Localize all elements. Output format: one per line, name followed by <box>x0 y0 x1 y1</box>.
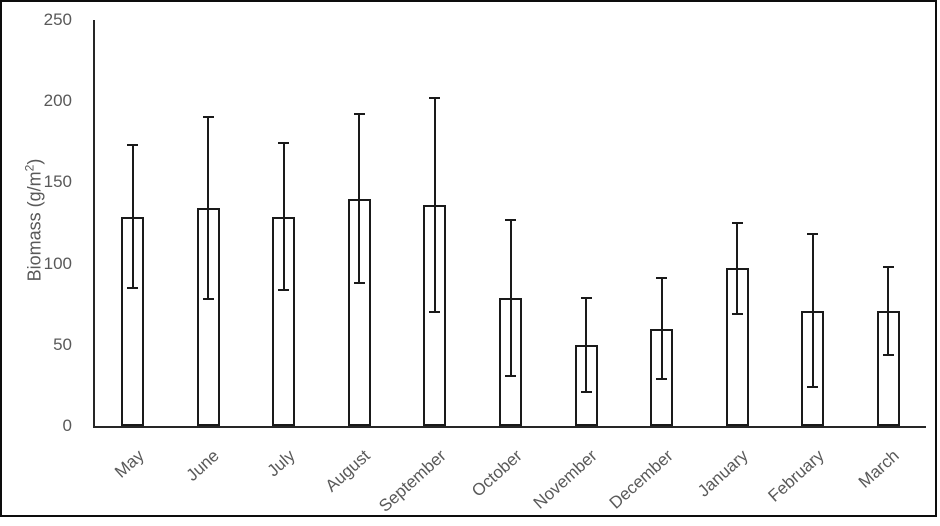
error-cap-bottom-may <box>127 286 139 289</box>
error-cap-top-july <box>278 142 290 145</box>
error-cap-bottom-june <box>202 298 214 301</box>
error-bar-october <box>509 219 512 376</box>
error-cap-top-december <box>656 277 668 280</box>
error-cap-bottom-february <box>807 386 819 389</box>
plot-area <box>93 20 926 428</box>
y-tick-label-200: 200 <box>43 91 72 111</box>
error-cap-top-september <box>429 96 441 99</box>
error-cap-bottom-december <box>656 377 668 380</box>
error-bar-december <box>660 278 663 379</box>
error-cap-top-august <box>353 113 365 116</box>
error-cap-top-february <box>807 233 819 236</box>
error-bar-september <box>433 97 436 313</box>
y-tick-label-250: 250 <box>43 10 72 29</box>
y-tick-label-0: 0 <box>62 416 72 435</box>
error-cap-bottom-september <box>429 311 441 314</box>
error-bar-january <box>736 223 739 314</box>
error-cap-top-november <box>580 296 592 299</box>
x-tick-label-may: May <box>110 446 148 482</box>
y-axis-title-close: ) <box>24 158 45 165</box>
error-bar-november <box>585 297 588 392</box>
error-bar-august <box>358 114 361 284</box>
error-cap-bottom-august <box>353 282 365 285</box>
error-bar-june <box>207 117 210 300</box>
error-cap-bottom-january <box>731 312 743 315</box>
error-cap-top-january <box>731 222 743 224</box>
error-cap-bottom-july <box>278 288 290 291</box>
error-cap-top-october <box>505 218 516 221</box>
y-tick-label-50: 50 <box>53 334 72 354</box>
error-bar-march <box>887 266 890 355</box>
error-cap-bottom-march <box>882 353 894 356</box>
error-bar-july <box>282 143 285 290</box>
error-cap-top-march <box>882 265 894 268</box>
error-cap-top-june <box>202 116 214 119</box>
error-bar-may <box>131 145 134 288</box>
y-axis-title-superscript: 2 <box>22 164 37 172</box>
error-cap-bottom-november <box>580 390 592 393</box>
y-tick-label-100: 100 <box>43 253 72 273</box>
y-tick-label-150: 150 <box>43 172 72 192</box>
error-cap-bottom-october <box>505 374 516 377</box>
chart-figure: Biomass (g/m2) 0 50 100 150 200 250 May June Ju… <box>0 0 937 517</box>
error-cap-top-may <box>127 144 139 147</box>
error-bar-february <box>811 234 814 387</box>
